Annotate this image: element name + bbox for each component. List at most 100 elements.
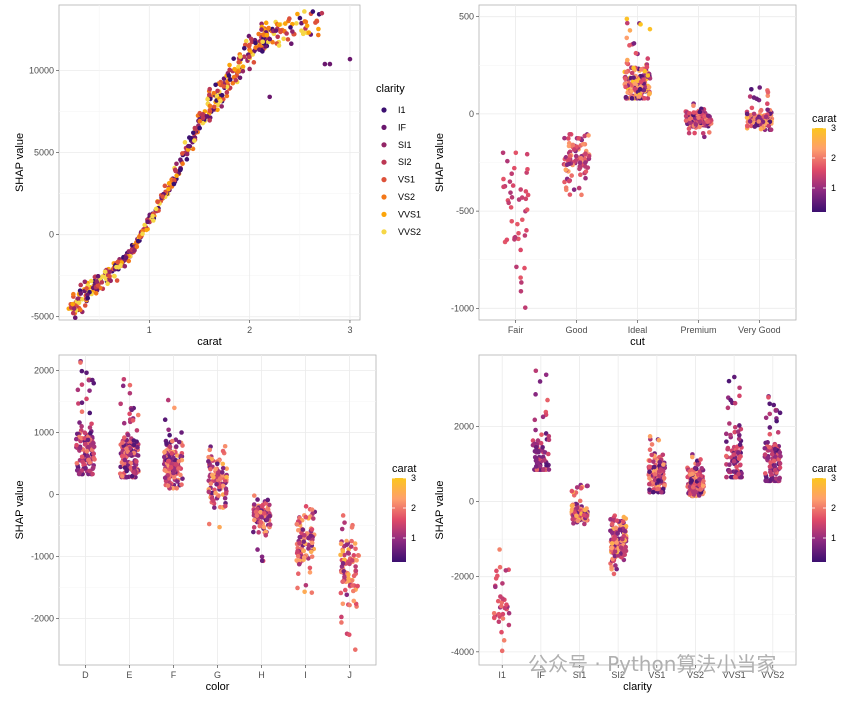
data-point	[579, 192, 584, 198]
data-point	[698, 487, 703, 492]
data-point	[260, 49, 265, 54]
data-point	[611, 571, 617, 577]
data-point	[100, 274, 105, 279]
data-point	[184, 151, 190, 157]
data-point	[766, 123, 772, 129]
legend-title-clarity: clarity	[376, 83, 405, 95]
data-point	[70, 310, 76, 316]
data-point	[197, 118, 203, 124]
data-point	[131, 438, 137, 443]
color-ytick-label: 1000	[34, 428, 54, 438]
data-point	[121, 420, 127, 426]
data-point	[621, 514, 627, 520]
data-point	[338, 541, 344, 547]
data-point	[276, 43, 282, 48]
color-xtick-label: G	[214, 670, 221, 680]
data-point	[254, 513, 260, 518]
data-point	[247, 42, 252, 48]
cut-points	[500, 16, 775, 310]
data-point	[82, 303, 88, 308]
data-point	[180, 151, 185, 156]
data-point	[508, 190, 513, 195]
data-point	[267, 94, 273, 100]
data-point	[660, 452, 666, 458]
data-point	[145, 219, 150, 225]
cut-xtick-label: Very Good	[738, 325, 781, 335]
data-point	[725, 405, 731, 411]
data-point	[659, 489, 664, 495]
data-point	[637, 86, 643, 92]
data-point	[573, 153, 579, 159]
data-point	[255, 497, 260, 502]
data-point	[764, 478, 769, 484]
data-point	[180, 161, 185, 167]
legend-key	[381, 107, 387, 113]
data-point	[238, 54, 243, 59]
data-point	[339, 620, 344, 625]
data-point	[647, 458, 653, 464]
data-point	[87, 388, 92, 393]
data-point	[77, 420, 82, 425]
data-point	[340, 561, 346, 566]
data-point	[174, 161, 179, 167]
data-point	[657, 473, 662, 479]
data-point	[166, 427, 171, 433]
data-point	[522, 265, 527, 271]
data-point	[129, 473, 135, 479]
data-point	[347, 56, 353, 62]
legend-key	[381, 194, 387, 200]
data-point	[220, 465, 226, 471]
data-point	[352, 541, 358, 546]
data-point	[122, 457, 128, 463]
data-point	[732, 424, 738, 430]
data-point	[338, 590, 344, 596]
data-point	[349, 525, 355, 530]
data-point	[270, 39, 275, 45]
cut-x-axis-title: cut	[630, 336, 645, 348]
data-point	[566, 178, 572, 184]
data-point	[263, 20, 269, 26]
data-point	[180, 443, 185, 448]
data-point	[533, 427, 538, 433]
legend-key	[381, 229, 387, 235]
data-point	[723, 431, 729, 437]
data-point	[509, 218, 515, 224]
data-point	[747, 119, 753, 124]
data-point	[651, 489, 656, 495]
data-point	[609, 521, 615, 527]
data-point	[744, 111, 750, 117]
data-point	[263, 501, 269, 506]
data-point	[767, 444, 772, 450]
data-point	[735, 429, 741, 434]
legend-label-si1: SI1	[398, 140, 412, 150]
data-point	[578, 485, 584, 491]
data-point	[213, 490, 218, 496]
data-point	[562, 135, 567, 141]
data-point	[656, 437, 662, 443]
data-point	[656, 478, 661, 483]
data-point	[112, 273, 117, 279]
data-point	[346, 632, 352, 637]
data-point	[767, 411, 773, 417]
clarity-xtick-label: SI1	[573, 670, 587, 680]
data-point	[768, 460, 773, 465]
data-point	[84, 286, 89, 291]
data-point	[506, 610, 512, 616]
data-point	[768, 127, 774, 133]
data-point	[777, 410, 783, 416]
data-point	[295, 11, 300, 17]
data-point	[726, 378, 732, 384]
clarity-colorbar-tick-label: 1	[831, 533, 836, 543]
cut-colorbar-title: carat	[812, 113, 836, 125]
carat-xtick-label: 2	[247, 325, 252, 335]
data-point	[207, 108, 213, 114]
data-point	[120, 440, 125, 445]
data-point	[537, 379, 543, 384]
data-point	[566, 136, 571, 141]
cut-xtick-label: Premium	[680, 325, 716, 335]
data-point	[275, 34, 280, 40]
data-point	[766, 395, 771, 400]
data-point	[301, 539, 307, 544]
legend-label-vvs2: VVS2	[398, 227, 421, 237]
data-point	[171, 181, 177, 187]
